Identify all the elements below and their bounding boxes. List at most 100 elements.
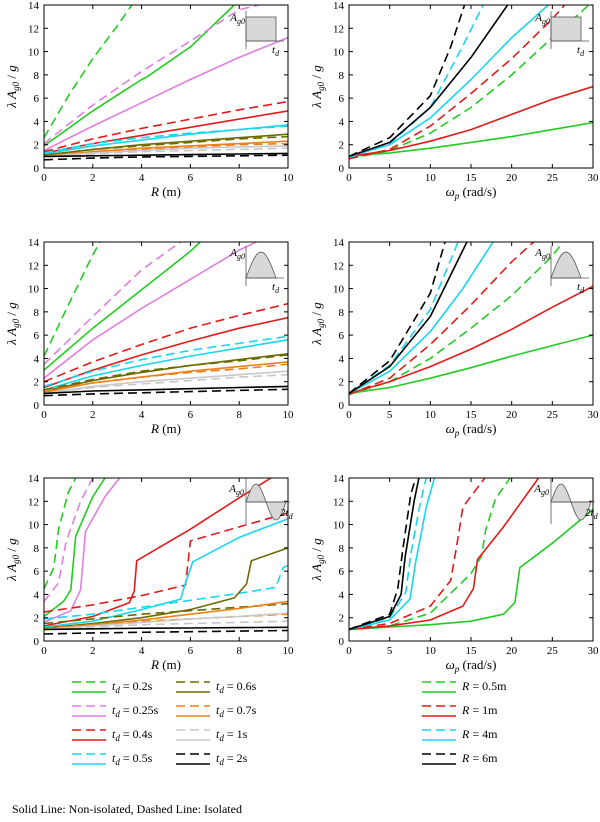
series-line-0_7s-solid bbox=[44, 600, 288, 631]
series-line-0_5s-dashed bbox=[44, 564, 288, 620]
y-tick-label: 10 bbox=[28, 47, 40, 59]
pulse-amp-label: Ag0 bbox=[228, 483, 244, 497]
legend-label: td = 0.25s bbox=[112, 703, 159, 719]
chart-panel-6: 0 5 10 15 20 25 30 0 2 4 6 8 10 12 14 ωp (rad/s) λ Ag0 /… bbox=[309, 473, 599, 674]
x-tick-label: 4 bbox=[139, 409, 145, 421]
x-tick-label: 25 bbox=[547, 172, 559, 184]
footnote: Solid Line: Non-isolated, Dashed Line: I… bbox=[12, 802, 242, 816]
x-tick-label: 0 bbox=[346, 409, 352, 421]
pulse-inset: Ag0 td bbox=[534, 246, 589, 295]
y-tick-label: 14 bbox=[28, 0, 40, 12]
legend-label: td = 0.6s bbox=[216, 679, 257, 695]
series-line-6m-dashed bbox=[349, 242, 446, 395]
y-tick-label: 8 bbox=[339, 543, 345, 555]
plot-frame bbox=[348, 477, 594, 642]
y-tick-label: 6 bbox=[34, 93, 40, 105]
series-line-6m-solid bbox=[349, 478, 420, 631]
x-tick-label: 6 bbox=[188, 172, 194, 184]
x-tick-label: 2 bbox=[90, 645, 96, 657]
series-line-1m-dashed bbox=[349, 5, 566, 160]
series-line-2s-dashed bbox=[44, 154, 288, 161]
y-tick-label: 14 bbox=[333, 473, 345, 485]
x-axis-label: R (m) bbox=[150, 184, 181, 199]
series-line-0_7s-dashed bbox=[44, 363, 288, 392]
series-line-0_5m-solid bbox=[349, 508, 593, 631]
legend: td = 0.2s td = 0.25s td = 0.4s td = 0.5s td … bbox=[72, 679, 507, 767]
series-line-0_2s-solid bbox=[44, 478, 106, 618]
legend-label: R = 6m bbox=[461, 751, 498, 765]
x-tick-label: 10 bbox=[425, 409, 437, 421]
chart-panel-4: 0 5 10 15 20 25 30 0 2 4 6 8 10 12 14 ωp (rad/s) λ Ag0 /… bbox=[309, 237, 599, 438]
chart-panel-2: 0 5 10 15 20 25 30 0 2 4 6 8 10 12 14 ωp (rad/s) λ Ag0 /… bbox=[309, 0, 599, 201]
legend-entry-0_25s: td = 0.25s bbox=[72, 703, 159, 719]
y-tick-label: 0 bbox=[34, 163, 40, 175]
x-tick-label: 0 bbox=[346, 645, 352, 657]
series-line-0_2s-dashed bbox=[44, 5, 133, 139]
legend-entry-6m: R = 6m bbox=[422, 751, 498, 765]
y-tick-label: 10 bbox=[333, 520, 345, 532]
series-line-6m-dashed bbox=[349, 5, 466, 158]
series-line-1s-dashed bbox=[44, 620, 288, 631]
x-tick-label: 8 bbox=[236, 409, 242, 421]
y-tick-label: 8 bbox=[34, 70, 40, 82]
legend-entry-0_6s: td = 0.6s bbox=[176, 679, 257, 695]
series-line-1m-dashed bbox=[349, 242, 535, 396]
series-line-1s-solid bbox=[44, 145, 288, 158]
y-tick-label: 14 bbox=[28, 237, 40, 249]
legend-entry-2s: td = 2s bbox=[176, 751, 248, 767]
series-line-0_5s-solid bbox=[44, 518, 288, 628]
series-line-1m-solid bbox=[349, 85, 593, 158]
plot-frame bbox=[43, 4, 289, 169]
x-tick-label: 10 bbox=[283, 409, 295, 421]
y-tick-label: 4 bbox=[339, 589, 345, 601]
y-axis-label: λ Ag0 / g bbox=[309, 538, 326, 582]
legend-entry-0_5m: R = 0.5m bbox=[422, 679, 507, 693]
x-tick-label: 10 bbox=[425, 172, 437, 184]
series-line-2s-dashed bbox=[44, 629, 288, 635]
x-axis-label: ωp (rad/s) bbox=[446, 657, 497, 674]
x-tick-label: 20 bbox=[506, 645, 518, 657]
legend-label: td = 0.7s bbox=[216, 703, 257, 719]
legend-label: R = 0.5m bbox=[461, 679, 507, 693]
x-tick-label: 10 bbox=[425, 645, 437, 657]
y-axis-label: λ Ag0 / g bbox=[4, 538, 21, 582]
series-line-0_5m-dashed bbox=[349, 478, 511, 631]
y-tick-label: 8 bbox=[34, 543, 40, 555]
x-tick-label: 8 bbox=[236, 172, 242, 184]
chart-panel-1: 0 2 4 6 8 10 0 2 4 6 8 10 12 14 R (m) λ Ag0 / g Ag0 td bbox=[4, 0, 294, 199]
series-line-0_5s-dashed bbox=[44, 125, 288, 154]
y-tick-label: 12 bbox=[333, 496, 344, 508]
series-line-4m-dashed bbox=[349, 242, 459, 395]
y-tick-label: 0 bbox=[339, 636, 345, 648]
series-line-0_4s-dashed bbox=[44, 100, 288, 153]
series-line-6m-dashed bbox=[349, 478, 417, 631]
pulse-amp-label: Ag0 bbox=[534, 247, 550, 261]
x-tick-label: 0 bbox=[41, 645, 47, 657]
legend-label: td = 2s bbox=[216, 751, 248, 767]
y-tick-label: 12 bbox=[333, 23, 344, 35]
pulse-amp-label: Ag0 bbox=[534, 12, 550, 26]
y-tick-label: 14 bbox=[333, 0, 345, 12]
y-tick-label: 6 bbox=[339, 330, 345, 342]
series-line-0_5s-solid bbox=[44, 339, 288, 391]
y-tick-label: 10 bbox=[28, 284, 40, 296]
chart-panel-5: 0 2 4 6 8 10 0 2 4 6 8 10 12 14 R (m) λ Ag0 / g Ag0 2td bbox=[4, 473, 294, 672]
pulse-half-sine-shape bbox=[245, 251, 277, 279]
x-tick-label: 2 bbox=[90, 409, 96, 421]
y-tick-label: 4 bbox=[34, 353, 40, 365]
legend-entry-0_4s: td = 0.4s bbox=[72, 727, 153, 743]
x-tick-label: 5 bbox=[387, 409, 393, 421]
y-tick-label: 12 bbox=[28, 260, 39, 272]
series-line-0_6s-solid bbox=[44, 547, 288, 629]
pulse-inset: Ag0 td bbox=[229, 246, 284, 295]
series-line-0_7s-solid bbox=[44, 140, 288, 158]
series-group bbox=[44, 5, 288, 161]
series-line-6m-solid bbox=[349, 5, 509, 158]
series-line-1s-solid bbox=[44, 370, 288, 395]
x-axis-label: R (m) bbox=[150, 421, 181, 436]
x-tick-label: 20 bbox=[506, 409, 518, 421]
y-tick-label: 2 bbox=[339, 377, 345, 389]
series-line-0_7s-solid bbox=[44, 361, 288, 393]
pulse-amp-label: Ag0 bbox=[229, 12, 245, 26]
